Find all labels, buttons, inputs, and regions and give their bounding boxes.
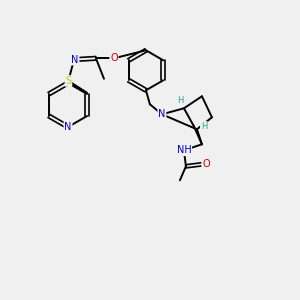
Text: H: H bbox=[177, 96, 183, 105]
Text: N: N bbox=[64, 122, 72, 132]
Text: O: O bbox=[110, 53, 118, 63]
Text: S: S bbox=[65, 76, 71, 86]
Text: N: N bbox=[158, 109, 166, 119]
Text: O: O bbox=[202, 159, 210, 169]
Text: NH: NH bbox=[176, 145, 191, 155]
Text: N: N bbox=[71, 55, 79, 64]
Text: H: H bbox=[201, 122, 207, 131]
